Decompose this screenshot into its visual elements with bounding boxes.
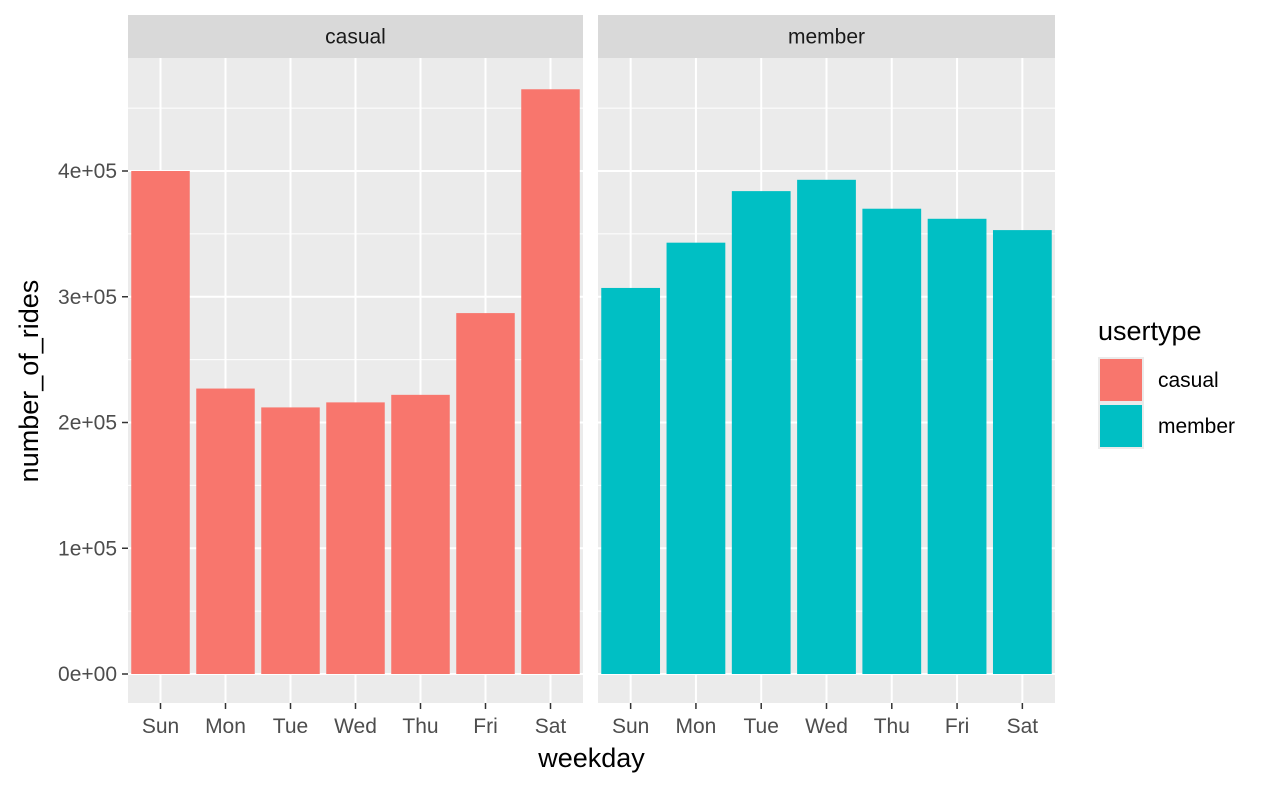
x-tick-label-Sun: Sun xyxy=(142,715,179,738)
legend-title: usertype xyxy=(1098,316,1202,346)
y-tick-label: 3e+05 xyxy=(58,286,117,309)
legend-item-member: member xyxy=(1098,403,1235,449)
x-tick-label-Thu: Thu xyxy=(402,715,438,738)
legend-swatch-casual xyxy=(1100,359,1142,401)
bar-member-Thu xyxy=(862,208,922,674)
strip-label-casual: casual xyxy=(325,26,386,49)
x-tick-label-Sun: Sun xyxy=(612,715,649,738)
strip-background xyxy=(598,15,1055,58)
x-tick-label-Mon: Mon xyxy=(205,715,246,738)
bar-casual-Wed xyxy=(326,402,385,674)
y-tick-label: 4e+05 xyxy=(58,160,117,183)
bar-member-Tue xyxy=(731,191,791,674)
bar-member-Sun xyxy=(601,287,661,674)
bar-casual-Fri xyxy=(456,313,515,674)
bar-casual-Thu xyxy=(391,394,450,674)
legend: usertype casual member xyxy=(1098,316,1235,449)
bar-casual-Mon xyxy=(196,388,255,674)
x-tick-label-Tue: Tue xyxy=(273,715,308,738)
x-tick-label-Wed: Wed xyxy=(334,715,377,738)
legend-swatch-member xyxy=(1100,405,1142,447)
strip-background xyxy=(128,15,583,58)
y-axis: 0e+00 1e+05 2e+05 3e+05 4e+05 xyxy=(58,160,128,686)
x-tick-label-Thu: Thu xyxy=(874,715,910,738)
x-axis: Sun Mon Tue Wed Thu Fri Sat Sun Mon Tue Wed Thu Fri S… xyxy=(142,703,1038,738)
bar-casual-Sun xyxy=(131,171,190,674)
x-axis-title: weekday xyxy=(537,743,645,773)
legend-item-casual: casual xyxy=(1098,357,1219,403)
x-tick-label-Sat: Sat xyxy=(535,715,567,738)
y-tick-label: 0e+00 xyxy=(58,663,117,686)
legend-label-casual: casual xyxy=(1158,369,1219,392)
facet-panel-member: member xyxy=(598,15,1055,703)
facet-panel-casual: casual xyxy=(128,15,583,703)
legend-label-member: member xyxy=(1158,415,1235,438)
y-tick-label: 2e+05 xyxy=(58,412,117,435)
strip-label-member: member xyxy=(788,26,865,49)
x-tick-label-Fri: Fri xyxy=(945,715,970,738)
y-axis-title: number_of_rides xyxy=(14,280,44,483)
bar-member-Fri xyxy=(927,218,987,674)
x-tick-label-Mon: Mon xyxy=(675,715,716,738)
bar-member-Wed xyxy=(797,179,856,675)
bar-casual-Tue xyxy=(261,407,320,674)
y-tick-label: 1e+05 xyxy=(58,537,117,560)
x-tick-label-Tue: Tue xyxy=(744,715,779,738)
x-tick-label-Fri: Fri xyxy=(473,715,498,738)
bar-casual-Sat xyxy=(521,89,580,674)
x-tick-label-Wed: Wed xyxy=(805,715,848,738)
panels-layer: casual member xyxy=(128,15,1055,703)
bar-member-Mon xyxy=(666,242,726,675)
x-tick-label-Sat: Sat xyxy=(1007,715,1039,738)
bar-member-Sat xyxy=(992,230,1052,675)
